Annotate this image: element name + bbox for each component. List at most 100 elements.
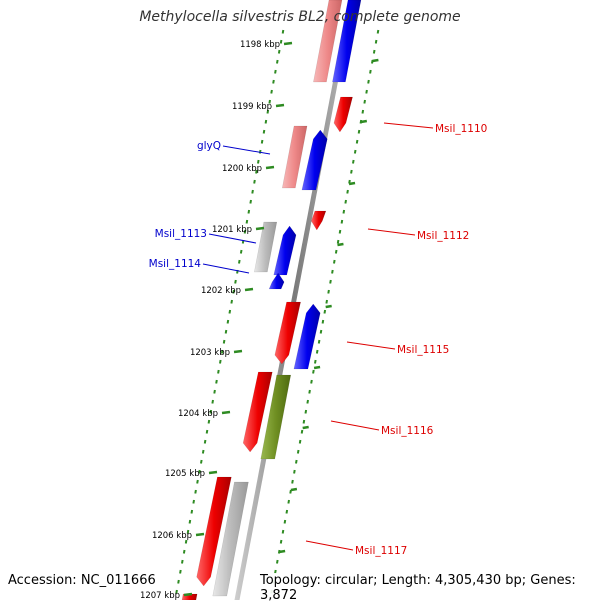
track-boundary-dot: [249, 199, 252, 204]
gene-feature[interactable]: [273, 225, 297, 276]
tick-mark: [244, 287, 254, 292]
tick-mark: [255, 226, 265, 231]
track-boundary-dot: [376, 29, 380, 34]
track-boundary-dot: [232, 289, 235, 294]
track-boundary-dot: [188, 519, 192, 524]
track-boundary-dot: [198, 469, 201, 474]
track-boundary-dot: [295, 459, 298, 464]
track-boundary-dot: [274, 569, 277, 574]
gene-label[interactable]: Msil_1114: [149, 258, 202, 270]
track-boundary-dot: [186, 529, 190, 534]
track-boundary-dot: [340, 219, 344, 224]
track-boundary-dot: [312, 369, 315, 374]
track-boundary-dot: [363, 99, 366, 104]
track-boundary-dot: [300, 429, 304, 434]
tick-label: 1200 kbp: [222, 164, 262, 174]
gene-feature[interactable]: [212, 481, 249, 597]
gene-feature[interactable]: [254, 221, 278, 273]
track-boundary-dot: [296, 449, 300, 454]
tick-label: 1207 kbp: [140, 591, 180, 600]
track-boundary-dot: [355, 139, 359, 144]
gene-feature[interactable]: [274, 301, 301, 365]
track-boundary-dot: [317, 339, 321, 344]
track-boundary-dot: [222, 339, 226, 344]
tick-label: 1205 kbp: [165, 469, 205, 479]
track-boundary-dot: [323, 309, 327, 314]
track-boundary-dot: [279, 539, 283, 544]
gene-leader-line: [305, 540, 354, 551]
gene-feature[interactable]: [268, 272, 285, 290]
track-boundary-dot: [274, 69, 277, 74]
track-boundary-dot: [211, 399, 214, 404]
track-boundary-dot: [287, 499, 290, 504]
gene-feature[interactable]: [313, 0, 343, 83]
track-boundary-dot: [234, 279, 237, 284]
track-boundary-dot: [374, 39, 378, 44]
track-boundary-dot: [194, 489, 197, 494]
track-boundary-dot: [342, 209, 346, 214]
tick-mark: [337, 242, 344, 247]
gene-feature[interactable]: [332, 0, 362, 83]
tick-label: 1202 kbp: [201, 286, 241, 296]
gene-label[interactable]: Msil_1115: [397, 344, 449, 356]
tick-mark: [313, 365, 321, 370]
track-boundary-dot: [205, 429, 209, 434]
gene-feature[interactable]: [242, 371, 273, 453]
gene-label[interactable]: Msil_1112: [417, 230, 469, 242]
track-boundary-dot: [308, 389, 311, 394]
track-boundary-dot: [260, 139, 264, 144]
track-boundary-dot: [247, 209, 251, 214]
gene-label[interactable]: Msil_1113: [155, 228, 207, 240]
track-boundary-dot: [238, 259, 241, 264]
track-boundary-dot: [203, 439, 207, 444]
gene-label[interactable]: Msil_1117: [355, 545, 407, 557]
track-boundary-dot: [226, 319, 230, 324]
track-boundary-dot: [344, 199, 347, 204]
track-boundary-dot: [182, 549, 186, 554]
gene-feature[interactable]: [260, 374, 292, 460]
tick-label: 1206 kbp: [152, 531, 192, 541]
track-boundary-dot: [251, 189, 254, 194]
track-boundary-dot: [255, 169, 258, 174]
gene-feature[interactable]: [293, 303, 321, 370]
track-boundary-dot: [207, 419, 211, 424]
gene-label[interactable]: Msil_1116: [381, 425, 434, 437]
track-boundary-dot: [181, 559, 184, 564]
tick-label: 1204 kbp: [178, 409, 218, 419]
track-boundary-dot: [175, 589, 178, 594]
track-boundary-dot: [325, 299, 328, 304]
tick-mark: [221, 410, 231, 415]
tick-mark: [325, 304, 332, 309]
tick-mark: [278, 549, 286, 554]
track-boundary-dot: [190, 509, 194, 514]
track-boundary-dot: [192, 499, 195, 504]
gene-feature[interactable]: [311, 210, 327, 231]
track-boundary-dot: [272, 79, 275, 84]
gene-feature[interactable]: [281, 125, 308, 189]
gene-leader-line: [202, 263, 250, 274]
track-boundary-dot: [228, 309, 232, 314]
track-boundary-dot: [213, 389, 216, 394]
tick-label: 1201 kbp: [212, 225, 252, 235]
track-boundary-dot: [338, 229, 342, 234]
track-boundary-dot: [327, 289, 330, 294]
track-boundary-dot: [357, 129, 361, 134]
track-boundary-dot: [209, 409, 213, 414]
gene-leader-line: [222, 145, 271, 155]
gene-feature[interactable]: [196, 476, 232, 587]
track-boundary-dot: [333, 259, 336, 264]
gene-label[interactable]: Msil_1110: [435, 123, 487, 135]
track-boundary-dot: [298, 439, 302, 444]
gene-feature[interactable]: [301, 129, 328, 191]
tick-mark: [183, 592, 193, 597]
track-boundary-dot: [331, 269, 334, 274]
track-boundary-dot: [179, 569, 182, 574]
tick-label: 1198 kbp: [240, 40, 280, 50]
track-boundary-dot: [350, 169, 353, 174]
gene-leader-line: [346, 341, 396, 350]
gene-label[interactable]: glyQ: [197, 140, 221, 152]
gene-feature[interactable]: [333, 96, 353, 133]
tick-mark: [302, 425, 309, 430]
